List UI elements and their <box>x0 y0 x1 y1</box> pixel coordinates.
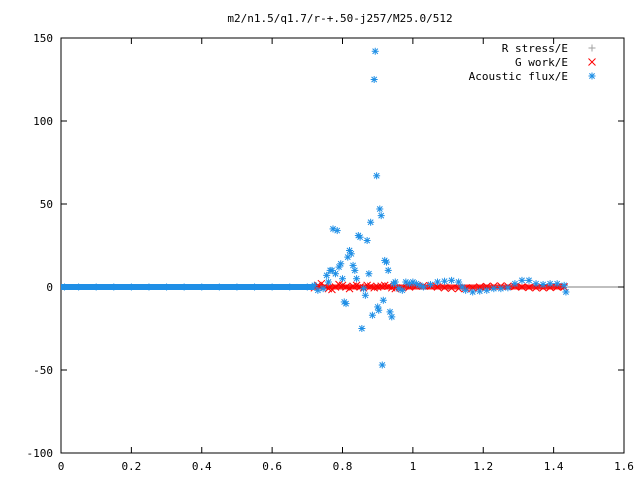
data-point <box>560 281 568 289</box>
data-point <box>419 283 427 291</box>
data-point <box>476 287 484 295</box>
data-point <box>376 205 384 213</box>
data-point <box>379 296 387 304</box>
data-point <box>363 237 371 245</box>
data-point <box>426 281 434 289</box>
series-layer <box>61 47 570 369</box>
x-tick-label: 1.4 <box>544 460 564 473</box>
series-2 <box>61 47 570 369</box>
y-tick-label: -50 <box>33 364 53 377</box>
data-point <box>518 276 526 284</box>
data-point <box>377 212 385 220</box>
data-point <box>434 278 442 286</box>
legend-label-acoustic-flux: Acoustic flux/E <box>469 70 568 83</box>
data-point <box>469 288 477 296</box>
data-point <box>351 266 359 274</box>
data-point <box>532 280 540 288</box>
data-point <box>347 250 355 258</box>
data-point <box>525 276 533 284</box>
y-tick-label: -100 <box>27 447 54 460</box>
data-point <box>337 260 345 268</box>
data-point <box>371 47 379 55</box>
x-tick-label: 1.6 <box>614 460 634 473</box>
data-point <box>324 278 332 286</box>
data-point <box>497 285 505 293</box>
data-point <box>319 285 327 293</box>
x-tick-label: 1 <box>410 460 417 473</box>
data-point <box>342 300 350 308</box>
x-tick-label: 0 <box>58 460 65 473</box>
dense-baseline-band <box>61 284 315 290</box>
data-point <box>504 284 512 292</box>
data-point <box>455 278 463 286</box>
data-point <box>490 285 498 293</box>
data-point <box>391 278 399 286</box>
star-marker-icon <box>588 72 596 80</box>
data-point <box>539 281 547 289</box>
data-point <box>382 258 390 266</box>
data-point <box>314 286 322 294</box>
data-point <box>386 308 394 316</box>
data-point <box>339 275 346 283</box>
data-point <box>368 311 376 319</box>
data-point <box>483 286 491 294</box>
data-point <box>375 306 383 314</box>
y-tick-label: 50 <box>40 198 53 211</box>
data-point <box>360 285 368 293</box>
data-point <box>398 286 406 294</box>
legend-markers <box>588 44 596 80</box>
data-point <box>353 275 361 283</box>
cross-marker-icon <box>588 58 596 66</box>
data-point <box>553 280 561 288</box>
legend-label-g-work: G work/E <box>515 56 568 69</box>
y-axis: 150 100 50 0 -50 -100 <box>27 32 624 460</box>
y-tick-label: 0 <box>46 281 53 294</box>
y-tick-label: 100 <box>33 115 53 128</box>
plus-marker-icon <box>588 44 596 52</box>
data-point <box>349 261 357 269</box>
chart-title: m2/n1.5/q1.7/r-+.50-j257/M25.0/512 <box>227 12 452 25</box>
x-tick-label: 0.8 <box>333 460 353 473</box>
data-point <box>448 276 456 284</box>
data-point <box>365 270 373 278</box>
data-point <box>367 218 375 226</box>
data-point <box>361 291 369 299</box>
data-point <box>331 270 339 278</box>
data-point <box>546 280 554 288</box>
x-tick-label: 0.4 <box>192 460 212 473</box>
data-point <box>388 313 396 321</box>
data-point <box>511 280 519 288</box>
data-point <box>378 361 386 369</box>
legend: R stress/E G work/E Acoustic flux/E <box>469 42 596 83</box>
data-point <box>384 266 392 274</box>
data-point <box>333 227 341 235</box>
data-point <box>441 277 449 285</box>
data-point <box>323 271 331 279</box>
legend-label-r-stress: R stress/E <box>502 42 568 55</box>
x-tick-label: 0.6 <box>262 460 282 473</box>
data-point <box>562 288 570 296</box>
data-point <box>358 325 366 332</box>
series-1 <box>310 279 569 294</box>
data-point <box>373 172 381 180</box>
data-point <box>374 303 382 311</box>
data-point <box>462 286 470 294</box>
data-point <box>356 233 364 241</box>
y-tick-label: 150 <box>33 32 53 45</box>
x-tick-label: 1.2 <box>473 460 493 473</box>
data-point <box>370 76 378 83</box>
x-axis: 0 0.2 0.4 0.6 0.8 1 1.2 1.4 1.6 <box>58 38 634 473</box>
x-tick-label: 0.2 <box>121 460 141 473</box>
dense-work-band <box>314 284 565 290</box>
